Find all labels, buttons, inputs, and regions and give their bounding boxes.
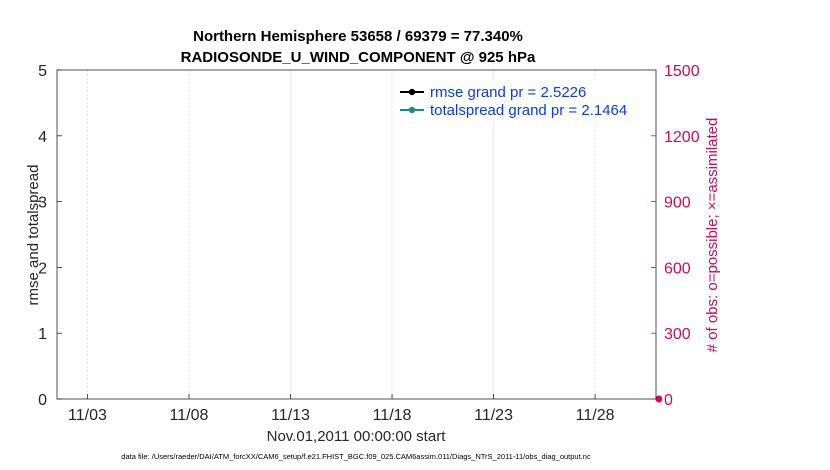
data-file-footnote: data file: /Users/raeder/DAI/ATM_forcXX/… <box>121 452 591 461</box>
y-right-tick-label: 1200 <box>664 129 700 146</box>
x-tick-label: 11/23 <box>474 407 513 424</box>
y-right-tick-label: 600 <box>664 260 691 277</box>
legend-spread-marker <box>408 106 416 114</box>
plot-area <box>57 70 656 399</box>
legend-box <box>396 82 654 120</box>
x-axis-label: Nov.01,2011 00:00:00 start <box>267 428 447 445</box>
y-right-tick-label: 300 <box>664 326 691 343</box>
y-right-tick-label: 900 <box>664 195 691 212</box>
y-tick-label: 5 <box>38 63 47 80</box>
y-tick-label: 2 <box>38 260 47 277</box>
y-right-tick-label: 1500 <box>664 63 700 80</box>
x-tick-label: 11/13 <box>271 407 310 424</box>
obs-count-markers <box>655 395 663 403</box>
y-tick-label: 4 <box>38 129 47 146</box>
chart-subtitle: RADIOSONDE_U_WIND_COMPONENT @ 925 hPa <box>181 49 536 66</box>
x-tick-label: 11/28 <box>576 407 615 424</box>
legend-rmse-marker <box>408 88 416 96</box>
plot-frame <box>56 69 657 400</box>
legend-spread-label: totalspread grand pr = 2.1464 <box>430 102 627 119</box>
y-right-tick-label: 0 <box>664 392 673 409</box>
legend-rmse-label: rmse grand pr = 2.5226 <box>430 84 586 101</box>
obs-final-zero <box>655 395 663 403</box>
y-tick-label: 3 <box>38 195 47 212</box>
legend: rmse grand pr = 2.5226 totalspread grand… <box>396 82 654 120</box>
x-tick-label: 11/18 <box>373 407 412 424</box>
axis-ticks: 11/03 11/08 11/13 11/18 11/23 11/28 0 1 2 3 4 5 0 300… <box>38 63 700 424</box>
y-axis-right-label: # of obs: o=possible; ×=assimilated <box>704 118 721 353</box>
x-tick-label: 11/08 <box>170 407 209 424</box>
x-tick-label: 11/03 <box>68 407 107 424</box>
y-tick-label: 0 <box>38 392 47 409</box>
chart-title: Northern Hemisphere 53658 / 69379 = 77.3… <box>193 28 523 45</box>
grid-lines <box>87 70 596 399</box>
y-axis-label: rmse and totalspread <box>25 165 42 306</box>
y-tick-label: 1 <box>38 326 47 343</box>
